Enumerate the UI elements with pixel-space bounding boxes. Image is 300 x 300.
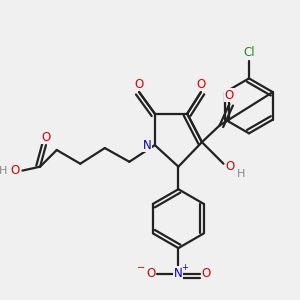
Text: O: O <box>41 131 51 144</box>
Text: N: N <box>142 139 152 152</box>
Text: O: O <box>201 267 211 280</box>
Text: O: O <box>10 164 19 177</box>
Text: O: O <box>146 267 155 280</box>
Text: Cl: Cl <box>243 46 255 59</box>
Text: H: H <box>237 169 245 178</box>
Text: H: H <box>0 166 7 176</box>
Text: −: − <box>137 263 145 273</box>
Text: N: N <box>174 267 183 280</box>
Text: O: O <box>225 88 234 102</box>
Text: O: O <box>226 160 235 173</box>
Text: +: + <box>181 263 188 272</box>
Text: O: O <box>134 78 144 91</box>
Text: O: O <box>196 78 206 91</box>
